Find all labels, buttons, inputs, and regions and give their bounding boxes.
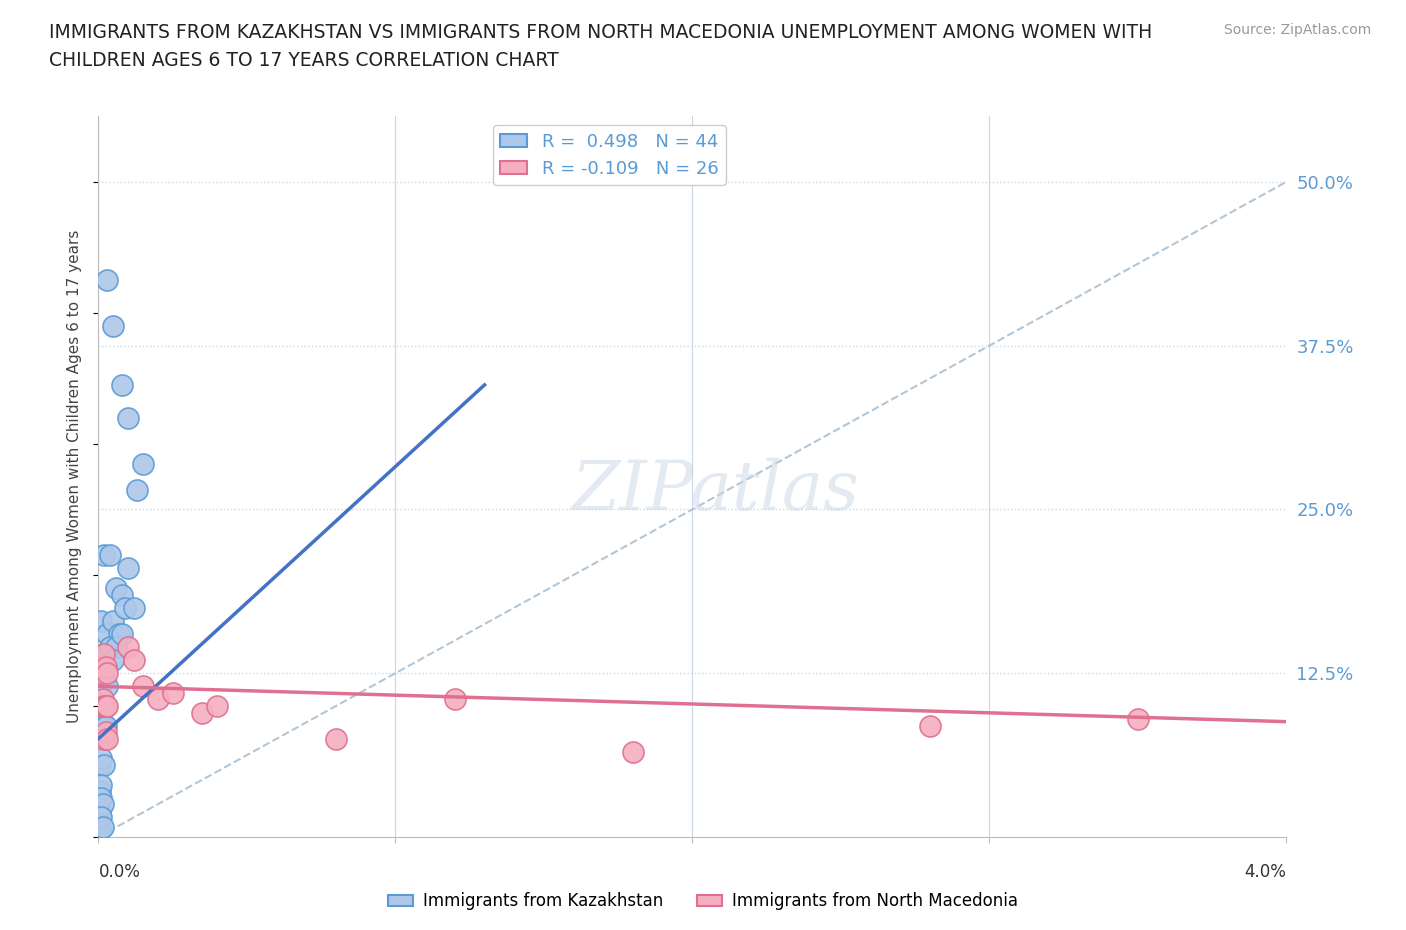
Point [87, 797, 110, 812]
Text: Source: ZipAtlas.com: Source: ZipAtlas.com [1223, 23, 1371, 37]
Point [111, 627, 134, 642]
Point [90, 790, 112, 805]
Point [91, 659, 114, 674]
Point [207, 698, 229, 713]
Point [117, 561, 139, 576]
Point [93, 757, 115, 772]
Point [96, 698, 118, 713]
Point [93, 548, 115, 563]
Point [325, 731, 347, 746]
Point [111, 587, 134, 602]
Text: ZIPatlas: ZIPatlas [572, 458, 860, 525]
Point [94, 718, 117, 733]
Point [146, 692, 169, 707]
Point [91, 692, 114, 707]
Text: CHILDREN AGES 6 TO 17 YEARS CORRELATION CHART: CHILDREN AGES 6 TO 17 YEARS CORRELATION … [49, 51, 560, 70]
Point [114, 600, 136, 615]
Point [94, 724, 117, 739]
Point [96, 627, 118, 642]
Point [89, 718, 111, 733]
Point [94, 698, 117, 713]
Point [96, 679, 118, 694]
Text: 0.0%: 0.0% [98, 863, 141, 882]
Point [90, 679, 112, 694]
Point [93, 672, 115, 687]
Point [444, 692, 467, 707]
Legend: Immigrants from Kazakhstan, Immigrants from North Macedonia: Immigrants from Kazakhstan, Immigrants f… [381, 885, 1025, 917]
Point [122, 653, 145, 668]
Point [105, 640, 128, 655]
Point [117, 640, 139, 655]
Point [96, 731, 118, 746]
Point [90, 810, 112, 825]
Text: 4.0%: 4.0% [1244, 863, 1286, 882]
Point [1126, 711, 1149, 726]
Point [191, 705, 214, 720]
Point [103, 653, 125, 668]
Point [90, 653, 112, 668]
Point [93, 731, 115, 746]
Point [98, 640, 121, 655]
Point [90, 777, 112, 792]
Point [91, 819, 114, 834]
Point [122, 600, 145, 615]
Point [89, 784, 111, 799]
Point [125, 483, 148, 498]
Point [108, 627, 131, 642]
Point [91, 718, 114, 733]
Point [111, 378, 134, 392]
Legend: R =  0.498   N = 44, R = -0.109   N = 26: R = 0.498 N = 44, R = -0.109 N = 26 [494, 126, 725, 185]
Point [920, 718, 942, 733]
Point [89, 757, 111, 772]
Point [90, 614, 112, 629]
Point [621, 744, 644, 759]
Point [89, 823, 111, 838]
Point [98, 548, 121, 563]
Point [90, 698, 112, 713]
Point [93, 646, 115, 661]
Point [96, 272, 118, 287]
Point [90, 666, 112, 681]
Text: IMMIGRANTS FROM KAZAKHSTAN VS IMMIGRANTS FROM NORTH MACEDONIA UNEMPLOYMENT AMONG: IMMIGRANTS FROM KAZAKHSTAN VS IMMIGRANTS… [49, 23, 1153, 42]
Point [96, 666, 118, 681]
Point [90, 751, 112, 765]
Point [89, 659, 111, 674]
Point [117, 410, 139, 425]
Point [105, 580, 128, 595]
Point [94, 659, 117, 674]
Point [87, 817, 110, 831]
Point [90, 711, 112, 726]
Point [91, 797, 114, 812]
Point [93, 698, 115, 713]
Point [132, 456, 155, 471]
Point [93, 731, 115, 746]
Point [103, 614, 125, 629]
Point [132, 679, 155, 694]
Point [89, 804, 111, 818]
Y-axis label: Unemployment Among Women with Children Ages 6 to 17 years: Unemployment Among Women with Children A… [67, 230, 83, 724]
Point [103, 318, 125, 333]
Point [93, 646, 115, 661]
Point [162, 685, 184, 700]
